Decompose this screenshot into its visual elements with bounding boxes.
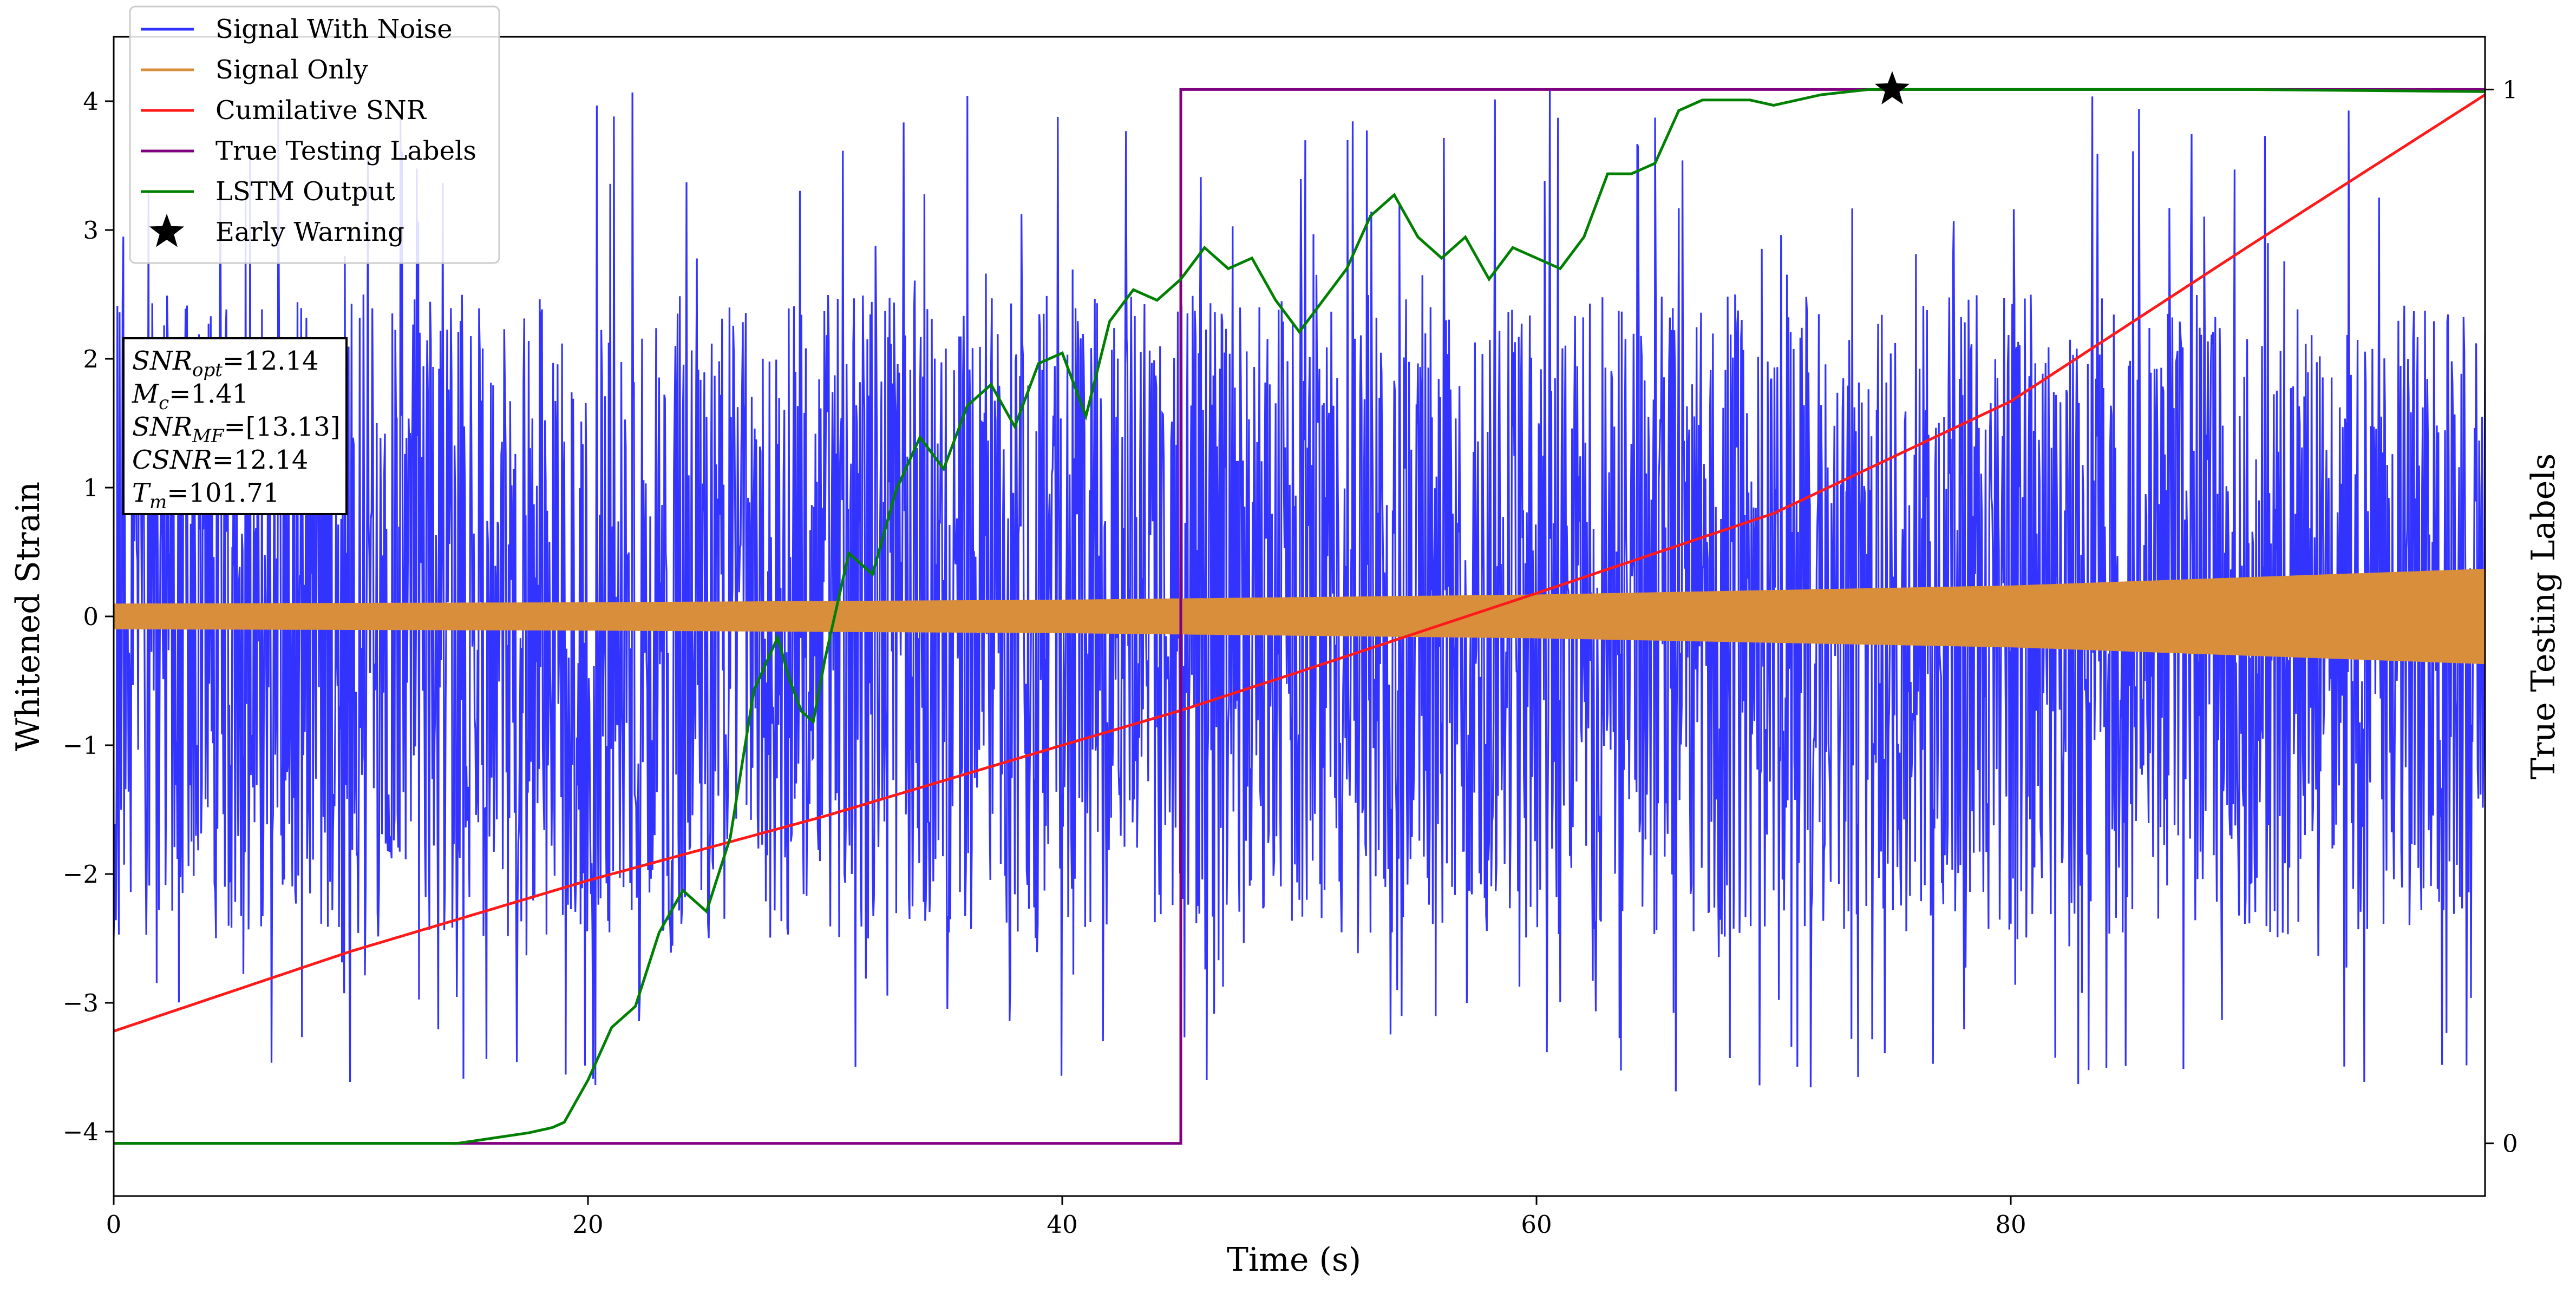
early-warning-star-marker <box>1874 71 1910 104</box>
info-line: Mc=1.41 <box>132 379 249 414</box>
info-line: Tm=101.71 <box>132 478 279 513</box>
y-tick-label: −2 <box>63 860 99 889</box>
y-tick-label: 0 <box>83 602 99 631</box>
y-tick-label: −3 <box>63 989 99 1017</box>
x-tick-label: 40 <box>1047 1210 1077 1239</box>
x-tick-label: 20 <box>572 1210 603 1239</box>
legend-label: Signal With Noise <box>215 14 453 44</box>
x-axis-title: Time (s) <box>1227 1241 1361 1279</box>
y-tick-label: 3 <box>83 216 99 245</box>
y-tick-label: −1 <box>63 731 99 760</box>
true-testing-labels-line <box>114 88 2485 1145</box>
plot-area <box>114 88 2485 1145</box>
y2-tick-label: 0 <box>2502 1129 2518 1158</box>
legend-label: LSTM Output <box>215 176 395 207</box>
legend-label: Cumilative SNR <box>215 95 427 126</box>
y-tick-label: 4 <box>83 87 99 116</box>
x-tick-label: 0 <box>106 1210 122 1239</box>
y2-tick-label: 1 <box>2502 75 2518 104</box>
y2-axis-title: True Testing Labels <box>2525 454 2562 780</box>
info-box-frame <box>122 337 348 515</box>
info-annotation-box: SNRopt=12.14Mc=1.41SNRMF=[13.13]CSNR=12.… <box>122 337 348 515</box>
legend: Signal With Noise Signal Only Cumilative S… <box>129 5 500 264</box>
info-line: SNRMF=[13.13] <box>132 412 341 447</box>
info-line: SNRopt=12.14 <box>132 346 319 381</box>
cumulative-snr-line <box>114 93 2485 1033</box>
y-tick-label: 2 <box>83 345 99 373</box>
info-line: CSNR=12.14 <box>132 445 308 475</box>
signal-only-band <box>114 568 2485 665</box>
signal-with-noise-line <box>114 90 2485 1092</box>
x-tick-label: 80 <box>1995 1210 2026 1239</box>
x-tick-label: 60 <box>1521 1210 1552 1239</box>
lstm-output-line <box>114 88 2485 1145</box>
y-axis-title: Whitened Strain <box>9 482 47 751</box>
legend-box <box>129 5 500 264</box>
legend-label: True Testing Labels <box>215 136 476 166</box>
legend-label: Signal Only <box>215 55 368 85</box>
legend-star-marker <box>149 214 185 247</box>
y-tick-label: 1 <box>83 474 99 502</box>
legend-label: Early Warning <box>215 217 404 247</box>
y-tick-label: −4 <box>63 1118 99 1146</box>
